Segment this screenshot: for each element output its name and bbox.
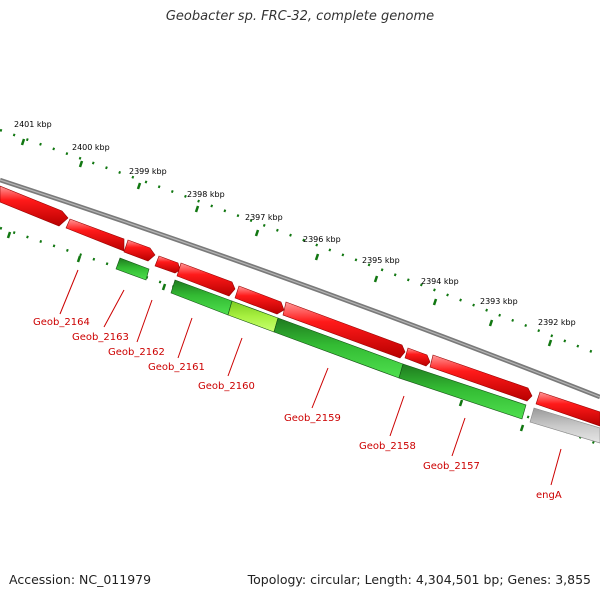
- accession-text: Accession: NC_011979: [9, 572, 152, 587]
- genome-summary-text: Topology: circular; Length: 4,304,501 bp…: [247, 572, 591, 587]
- gene-geob-2159[interactable]: [282, 301, 406, 359]
- kbp-label: 2400 kbp: [72, 143, 110, 152]
- kbp-label: 2401 kbp: [14, 120, 52, 129]
- kbp-label: 2399 kbp: [129, 167, 167, 176]
- gene-label[interactable]: Geob_2160: [198, 381, 255, 392]
- gene-geob-2164[interactable]: [0, 185, 69, 227]
- gene-label[interactable]: Geob_2163: [72, 332, 129, 343]
- forward-strand-genes: [0, 185, 600, 427]
- gene-arrow-2163-region[interactable]: [65, 218, 125, 252]
- gene-red-small[interactable]: [154, 255, 181, 274]
- kbp-label: 2393 kbp: [480, 297, 518, 306]
- gene-geob-2157[interactable]: [398, 363, 527, 420]
- gene-label[interactable]: Geob_2157: [423, 461, 480, 472]
- major-tick: [20, 138, 553, 347]
- kbp-label: 2394 kbp: [421, 277, 459, 286]
- kbp-label: 2397 kbp: [245, 213, 283, 222]
- kbp-label: 2395 kbp: [362, 256, 400, 265]
- kbp-label: 2392 kbp: [538, 318, 576, 327]
- map-title: Geobacter sp. FRC-32, complete genome: [165, 9, 435, 24]
- gene-label[interactable]: Geob_2162: [108, 347, 165, 358]
- kbp-label: 2398 kbp: [187, 190, 225, 199]
- gene-geob-2158[interactable]: [404, 347, 431, 367]
- reverse-strand-genes: [115, 257, 600, 444]
- kbp-label: 2396 kbp: [303, 235, 341, 244]
- gene-red-enga[interactable]: [535, 391, 600, 427]
- gene-label[interactable]: engA: [536, 490, 562, 501]
- genome-backbone: [0, 177, 600, 400]
- gene-label[interactable]: Geob_2158: [359, 441, 416, 452]
- gene-geob-2163[interactable]: [115, 257, 150, 281]
- gene-red-2161[interactable]: [176, 262, 236, 297]
- gene-red-2157[interactable]: [429, 354, 533, 402]
- gene-geob-2162[interactable]: [123, 239, 156, 262]
- gene-label[interactable]: Geob_2161: [148, 362, 205, 373]
- gene-label[interactable]: Geob_2164: [33, 317, 90, 328]
- label-connectors: [59, 269, 562, 486]
- gene-red-2160[interactable]: [234, 285, 285, 315]
- gene-enga[interactable]: [529, 407, 600, 444]
- gene-label[interactable]: Geob_2159: [284, 413, 341, 424]
